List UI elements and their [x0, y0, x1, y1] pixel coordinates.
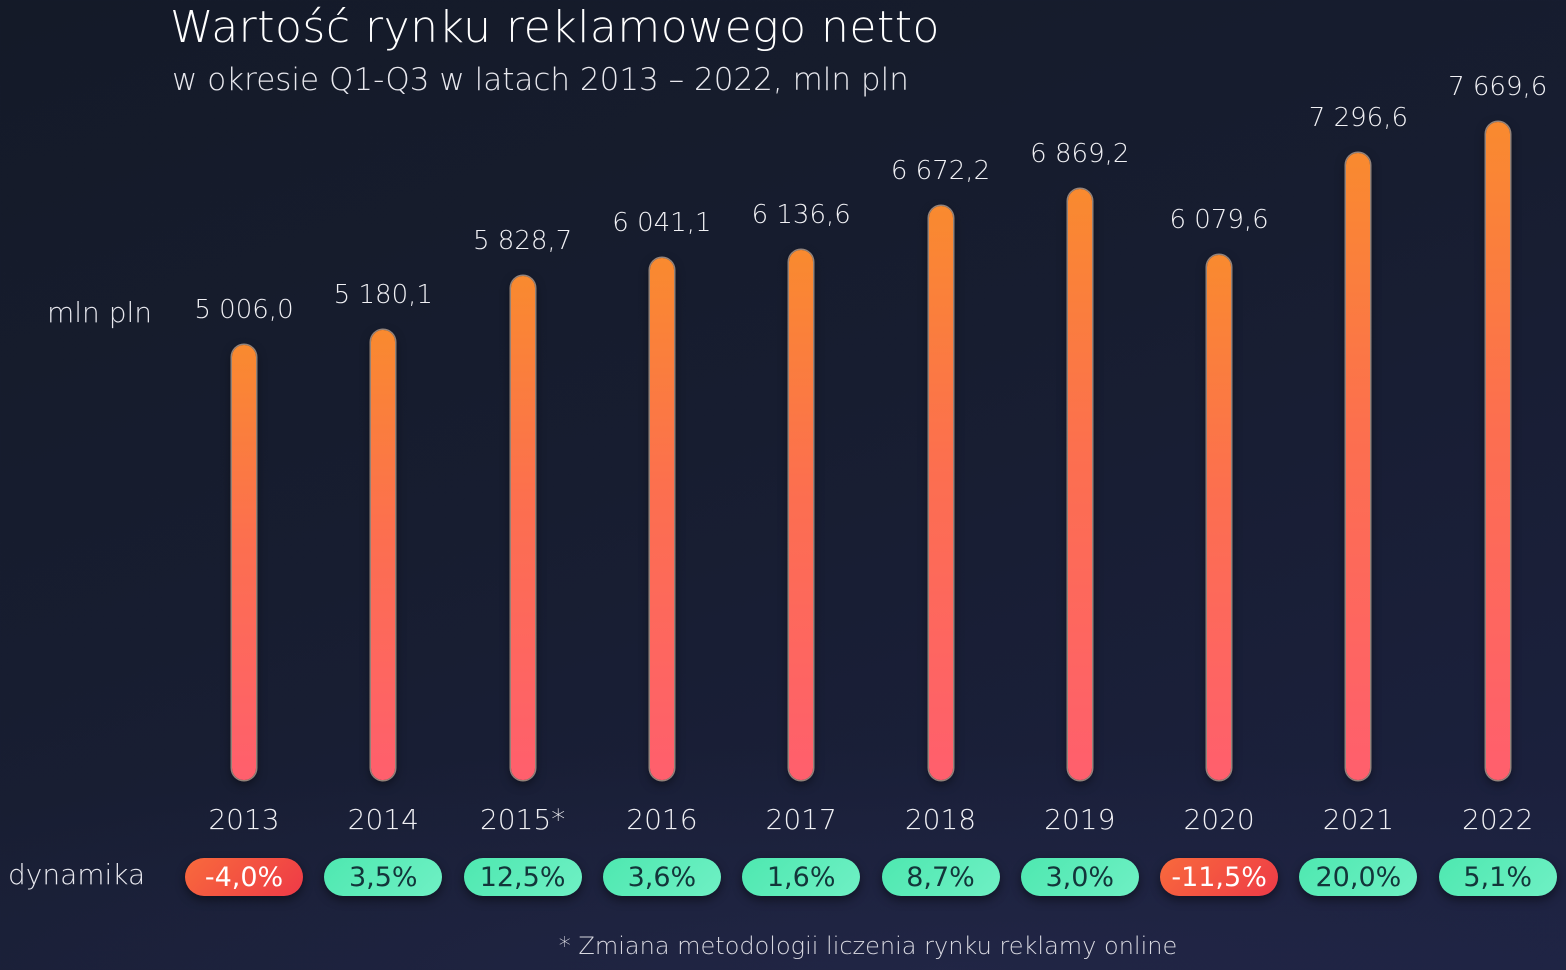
year-label: 2018	[904, 803, 977, 836]
year-label: 2022	[1462, 803, 1534, 836]
bar-2019	[1067, 189, 1092, 780]
bar-2015	[510, 276, 535, 780]
dynamics-badge: -11,5%	[1160, 858, 1279, 896]
dynamics-badge: 20,0%	[1299, 858, 1418, 896]
year-label: 2014	[347, 803, 419, 836]
year-label: 2015*	[479, 803, 566, 836]
value-label: 7 669,6	[1448, 72, 1548, 103]
dynamics-badge: 1,6%	[742, 858, 861, 896]
value-label: 6 672,2	[890, 155, 991, 186]
dynamics-label: dynamika	[8, 858, 146, 891]
dynamics-badge: -4,0%	[185, 858, 303, 896]
bar-2013	[232, 344, 256, 780]
chart-subtitle: w okresie Q1-Q3 w latach 2013 – 2022, ml…	[172, 62, 909, 98]
value-label: 5 180,1	[333, 280, 433, 311]
value-label: 5 006,0	[194, 294, 294, 325]
dynamics-badge: 5,1%	[1438, 858, 1557, 896]
value-label: 6 041,1	[612, 208, 712, 239]
dynamics-badge: 8,7%	[881, 858, 1000, 896]
footnote: * Zmiana metodologii liczenia rynku rekl…	[558, 932, 1178, 960]
unit-label: mln pln	[47, 296, 152, 329]
dynamics-badge: 12,5%	[463, 858, 582, 896]
year-label: 2017	[765, 803, 837, 836]
dynamics-badge: 3,6%	[602, 858, 721, 896]
value-label: 6 136,6	[751, 200, 851, 231]
year-label: 2020	[1183, 803, 1255, 836]
bar-2020	[1207, 255, 1232, 780]
bar-2021	[1346, 153, 1371, 780]
year-label: 2021	[1322, 803, 1395, 836]
value-label: 6 079,6	[1169, 205, 1269, 236]
value-label: 6 869,2	[1030, 139, 1130, 170]
bar-2014	[371, 330, 396, 780]
dynamics-badge: 3,0%	[1020, 858, 1139, 896]
year-label: 2019	[1044, 803, 1116, 836]
value-label: 5 828,7	[472, 226, 573, 257]
dynamics-badge: 3,5%	[324, 858, 443, 896]
bar-2016	[649, 258, 674, 780]
bar-2022	[1485, 122, 1510, 780]
year-label: 2013	[208, 803, 280, 836]
chart-title: Wartość rynku reklamowego netto	[170, 2, 940, 53]
bar-2017	[789, 250, 814, 780]
bar-2018	[928, 205, 953, 780]
value-label: 7 296,6	[1308, 103, 1409, 134]
year-label: 2016	[626, 803, 698, 836]
